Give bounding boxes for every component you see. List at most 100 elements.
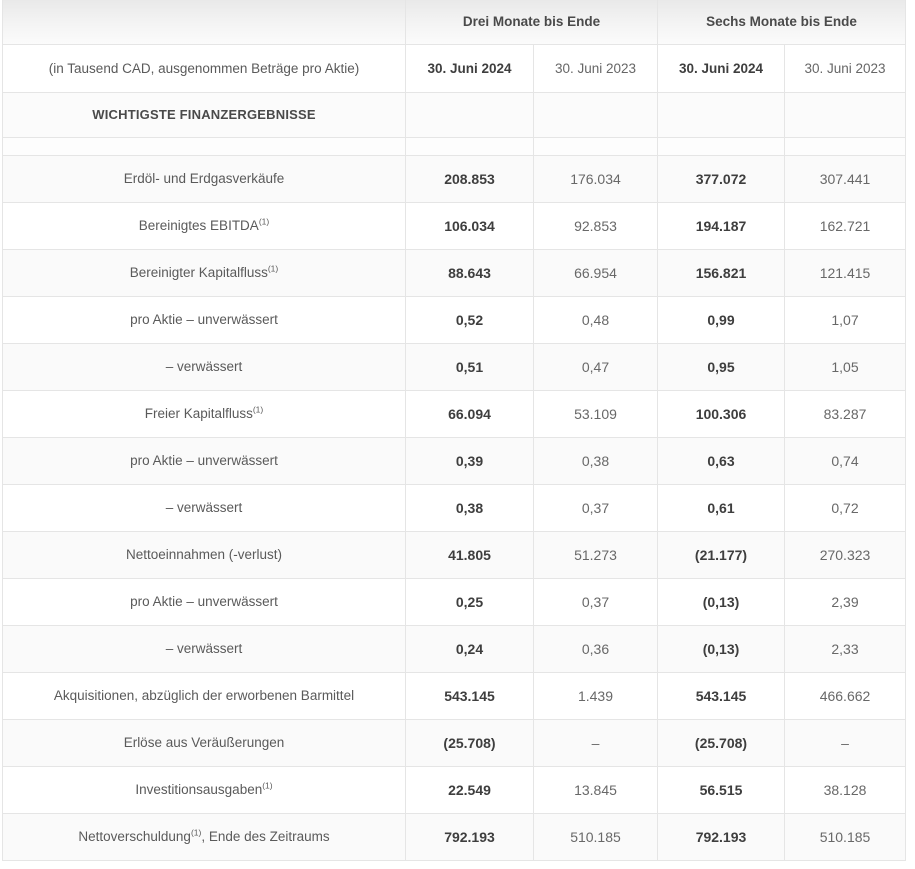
value-cell: 0,99 xyxy=(657,295,785,344)
section-header-row: WICHTIGSTE FINANZERGEBNISSE xyxy=(2,91,907,138)
table-row: Nettoverschuldung(1), Ende des Zeitraums… xyxy=(2,812,907,861)
value-cell: 0,48 xyxy=(533,295,658,344)
footnote-marker: (1) xyxy=(258,216,270,227)
value-cell: 121.415 xyxy=(783,248,907,297)
section-header: WICHTIGSTE FINANZERGEBNISSE xyxy=(2,91,406,138)
value-cell: 1,07 xyxy=(783,295,907,344)
footnote-marker: (1) xyxy=(267,263,279,274)
row-label: Nettoverschuldung(1), Ende des Zeitraums xyxy=(2,812,406,861)
footnote-marker: (1) xyxy=(252,404,264,415)
row-label: Akquisitionen, abzüglich der erworbenen … xyxy=(2,671,406,720)
group-header-three-months: Drei Monate bis Ende xyxy=(405,0,658,45)
value-cell: 0,61 xyxy=(657,483,785,532)
value-cell: 510.185 xyxy=(783,812,907,861)
row-label: Erdöl- und Erdgasverkäufe xyxy=(2,154,406,203)
table-row: pro Aktie – unverwässert 0,25 0,37 (0,13) 2,… xyxy=(2,577,907,626)
value-cell: 0,52 xyxy=(405,295,534,344)
value-cell: (0,13) xyxy=(657,624,785,673)
value-cell: 0,25 xyxy=(405,577,534,626)
value-cell: 377.072 xyxy=(657,154,785,203)
value-cell: 0,37 xyxy=(533,483,658,532)
row-label: Freier Kapitalfluss(1) xyxy=(2,389,406,438)
footnote-marker: (1) xyxy=(190,827,202,838)
value-cell: 0,38 xyxy=(533,436,658,485)
table-row: Erlöse aus Veräußerungen (25.708) – (25.708… xyxy=(2,718,907,767)
value-cell: 13.845 xyxy=(533,765,658,814)
value-cell: – xyxy=(533,718,658,767)
value-cell: 466.662 xyxy=(783,671,907,720)
value-cell: 208.853 xyxy=(405,154,534,203)
financial-table: Drei Monate bis Ende Sechs Monate bis En… xyxy=(2,0,907,861)
value-cell: (21.177) xyxy=(657,530,785,579)
empty-cell xyxy=(657,91,785,138)
table-row: Bereinigtes EBITDA(1) 106.034 92.853 194.18… xyxy=(2,201,907,250)
row-label: pro Aktie – unverwässert xyxy=(2,577,406,626)
value-cell: 1.439 xyxy=(533,671,658,720)
value-cell: 106.034 xyxy=(405,201,534,250)
value-cell: 0,74 xyxy=(783,436,907,485)
empty-cell xyxy=(405,91,534,138)
table-row: Erdöl- und Erdgasverkäufe 208.853 176.034 3… xyxy=(2,154,907,203)
row-label: – verwässert xyxy=(2,624,406,673)
spacer-row xyxy=(2,136,907,156)
value-cell: 792.193 xyxy=(405,812,534,861)
value-cell: 0,39 xyxy=(405,436,534,485)
value-cell: 41.805 xyxy=(405,530,534,579)
row-label: Erlöse aus Veräußerungen xyxy=(2,718,406,767)
table-row: – verwässert 0,24 0,36 (0,13) 2,33 xyxy=(2,624,907,673)
empty-cell xyxy=(783,91,907,138)
value-cell: 0,47 xyxy=(533,342,658,391)
empty-cell xyxy=(657,136,785,156)
value-cell: 22.549 xyxy=(405,765,534,814)
units-note: (in Tausend CAD, ausgenommen Beträge pro… xyxy=(2,43,406,93)
value-cell: 0,24 xyxy=(405,624,534,673)
value-cell: 0,36 xyxy=(533,624,658,673)
value-cell: 307.441 xyxy=(783,154,907,203)
data-rows: Erdöl- und Erdgasverkäufe 208.853 176.034 3… xyxy=(2,154,907,861)
column-header-date-2023-q: 30. Juni 2023 xyxy=(533,43,658,93)
column-header-date-2024-q: 30. Juni 2024 xyxy=(405,43,534,93)
table-row: Freier Kapitalfluss(1) 66.094 53.109 100.30… xyxy=(2,389,907,438)
value-cell: 51.273 xyxy=(533,530,658,579)
value-cell: 2,39 xyxy=(783,577,907,626)
value-cell: 543.145 xyxy=(657,671,785,720)
value-cell: 66.954 xyxy=(533,248,658,297)
footnote-marker: (1) xyxy=(262,780,273,791)
empty-cell xyxy=(2,136,406,156)
row-label: Nettoeinnahmen (-verlust) xyxy=(2,530,406,579)
value-cell: 0,63 xyxy=(657,436,785,485)
value-cell: 792.193 xyxy=(657,812,785,861)
value-cell: 0,38 xyxy=(405,483,534,532)
value-cell: 53.109 xyxy=(533,389,658,438)
group-header-six-months: Sechs Monate bis Ende xyxy=(656,0,907,45)
value-cell: 0,72 xyxy=(783,483,907,532)
table-row: pro Aktie – unverwässert 0,52 0,48 0,99 1,07 xyxy=(2,295,907,344)
row-label: pro Aktie – unverwässert xyxy=(2,295,406,344)
value-cell: 56.515 xyxy=(657,765,785,814)
table-row: – verwässert 0,51 0,47 0,95 1,05 xyxy=(2,342,907,391)
table-row: pro Aktie – unverwässert 0,39 0,38 0,63 0,74 xyxy=(2,436,907,485)
value-cell: 100.306 xyxy=(657,389,785,438)
value-cell: – xyxy=(783,718,907,767)
empty-cell xyxy=(533,136,658,156)
value-cell: 270.323 xyxy=(783,530,907,579)
value-cell: 162.721 xyxy=(783,201,907,250)
value-cell: 92.853 xyxy=(533,201,658,250)
value-cell: (0,13) xyxy=(657,577,785,626)
value-cell: 66.094 xyxy=(405,389,534,438)
value-cell: 194.187 xyxy=(657,201,785,250)
empty-cell xyxy=(783,136,907,156)
value-cell: 0,37 xyxy=(533,577,658,626)
corner-cell xyxy=(2,0,406,45)
table-row: Akquisitionen, abzüglich der erworbenen … xyxy=(2,671,907,720)
column-header-date-2023-h: 30. Juni 2023 xyxy=(783,43,907,93)
value-cell: (25.708) xyxy=(657,718,785,767)
table-row: Nettoeinnahmen (-verlust) 41.805 51.273 (21… xyxy=(2,530,907,579)
row-label: Bereinigtes EBITDA(1) xyxy=(2,201,406,250)
value-cell: 88.643 xyxy=(405,248,534,297)
column-header-row: (in Tausend CAD, ausgenommen Beträge pro… xyxy=(2,43,907,93)
value-cell: 83.287 xyxy=(783,389,907,438)
value-cell: 156.821 xyxy=(657,248,785,297)
value-cell: 0,51 xyxy=(405,342,534,391)
